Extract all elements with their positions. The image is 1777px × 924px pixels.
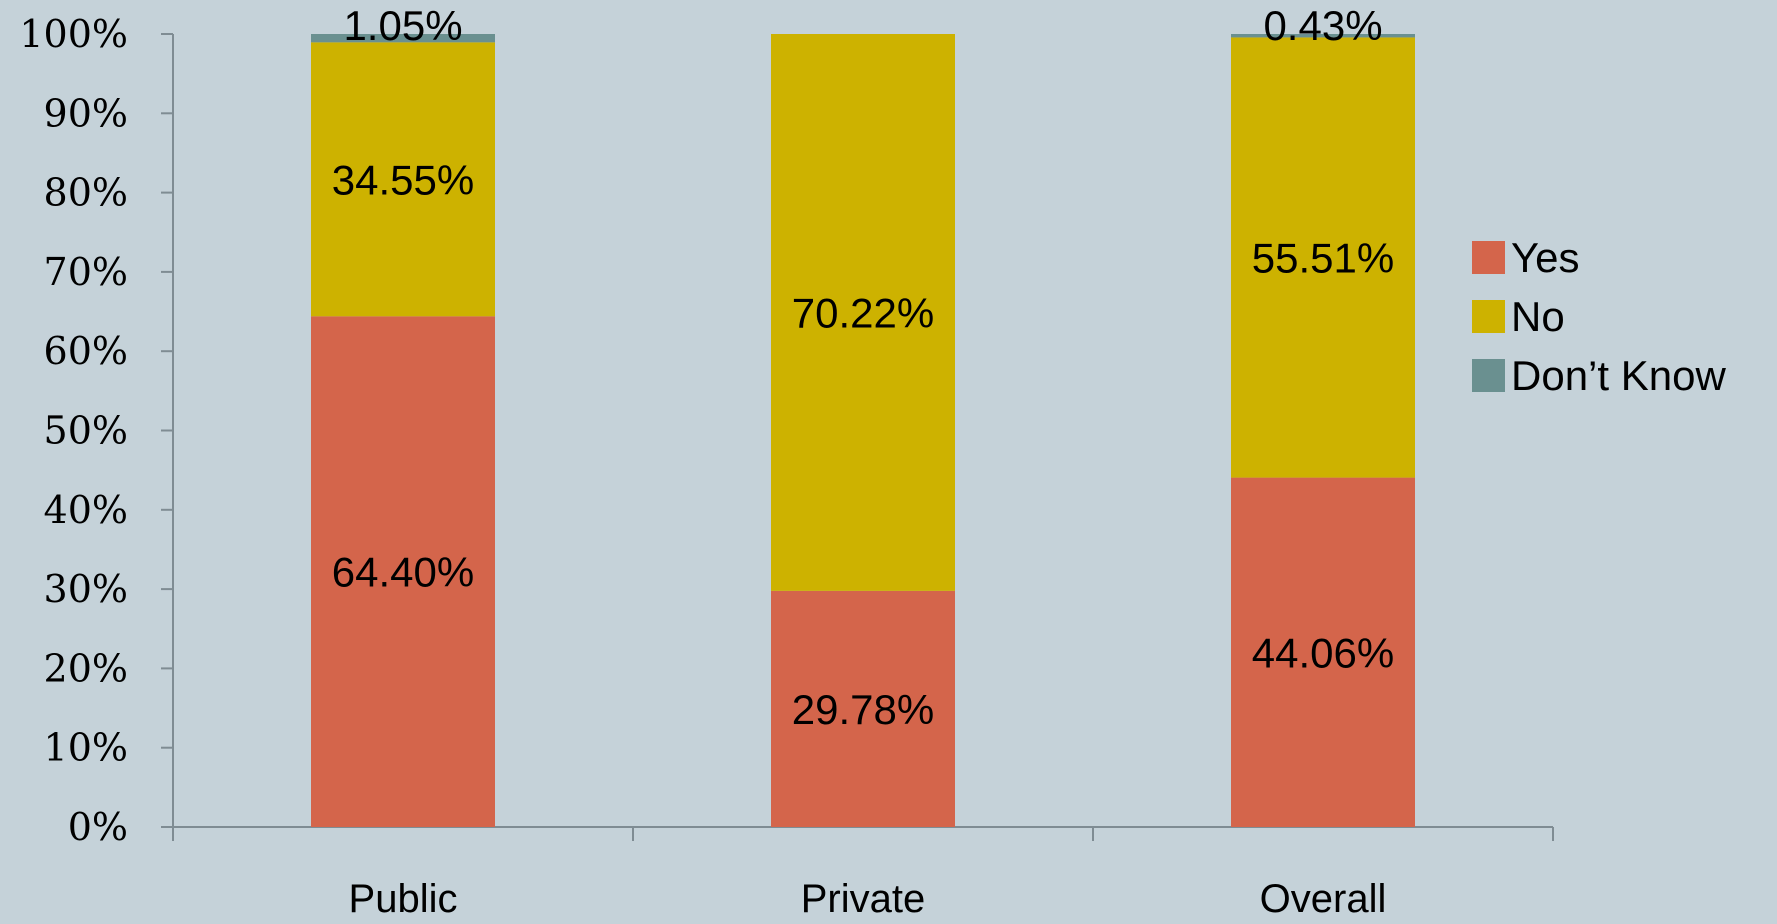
y-tick-label: 30% xyxy=(44,567,128,611)
y-tick-label: 70% xyxy=(44,250,128,294)
data-label: 44.06% xyxy=(1252,629,1394,676)
y-tick-label: 50% xyxy=(44,409,128,453)
legend-swatch-no xyxy=(1472,300,1505,333)
data-label: 1.05% xyxy=(343,2,462,49)
data-label: 34.55% xyxy=(332,156,474,203)
y-tick-label: 60% xyxy=(44,329,128,373)
data-label: 70.22% xyxy=(792,289,934,336)
data-label: 64.40% xyxy=(332,549,474,596)
x-tick-label: Public xyxy=(349,877,458,919)
legend-swatch-don-t-know xyxy=(1472,359,1505,392)
data-label: 0.43% xyxy=(1263,2,1382,49)
bar-segment-yes-public xyxy=(311,316,495,827)
bar-segment-don-t-know-overall xyxy=(1231,34,1415,38)
bar-segment-no-overall xyxy=(1231,37,1415,478)
y-tick-label: 100% xyxy=(19,12,128,56)
legend-swatch-yes xyxy=(1472,241,1505,274)
bar-segment-yes-private xyxy=(771,590,955,827)
data-label: 55.51% xyxy=(1252,235,1394,282)
legend-label: No xyxy=(1511,293,1565,340)
y-tick-label: 80% xyxy=(44,171,128,215)
bar-segment-don-t-know-public xyxy=(311,34,495,43)
y-tick-label: 90% xyxy=(44,91,128,135)
y-tick-label: 10% xyxy=(44,726,128,770)
y-tick-label: 0% xyxy=(68,805,128,849)
bar-segment-yes-overall xyxy=(1231,477,1415,827)
data-label: 29.78% xyxy=(792,686,934,733)
bar-segment-no-public xyxy=(311,42,495,317)
y-tick-label: 40% xyxy=(44,488,128,532)
y-tick-label: 20% xyxy=(44,646,128,690)
legend-label: Yes xyxy=(1511,234,1580,281)
legend-label: Don’t Know xyxy=(1511,352,1726,399)
x-tick-label: Private xyxy=(801,877,926,919)
x-tick-label: Overall xyxy=(1260,877,1387,919)
bar-segment-no-private xyxy=(771,34,955,591)
